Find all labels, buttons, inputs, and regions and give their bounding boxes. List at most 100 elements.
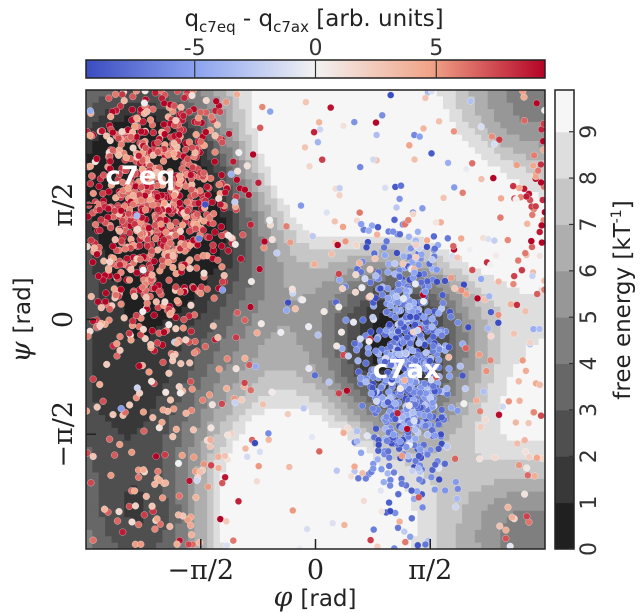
contour-cell <box>398 466 406 474</box>
contour-cell <box>423 102 431 110</box>
contour-cell <box>430 281 438 289</box>
contour-cell <box>398 192 406 199</box>
charge-colorbar-tick-label: -5 <box>184 36 206 61</box>
contour-cell <box>315 204 323 212</box>
contour-cell <box>404 102 412 110</box>
contour-cell <box>328 357 336 365</box>
contour-cell <box>423 172 431 180</box>
contour-cell <box>258 478 266 486</box>
contour-cell <box>494 466 501 474</box>
contour-cell <box>207 504 215 512</box>
contour-cell <box>455 96 463 104</box>
contour-cell <box>200 319 208 327</box>
contour-cell <box>168 383 176 391</box>
contour-cell <box>500 160 508 168</box>
contour-cell <box>462 274 470 282</box>
contour-cell <box>506 262 514 270</box>
contour-cell <box>270 338 278 346</box>
contour-cell <box>328 351 336 359</box>
contour-cell <box>455 121 463 129</box>
contour-cell <box>86 115 93 123</box>
contour-cell <box>290 376 297 384</box>
contour-cell <box>194 453 202 461</box>
contour-cell <box>443 536 450 544</box>
contour-cell <box>500 478 508 486</box>
contour-cell <box>404 121 412 129</box>
contour-cell <box>264 153 272 161</box>
contour-cell <box>500 389 508 397</box>
contour-cell <box>423 109 431 117</box>
contour-cell <box>270 211 278 219</box>
contour-cell <box>353 542 361 549</box>
contour-cell <box>207 223 215 231</box>
contour-cell <box>188 128 195 136</box>
contour-cell <box>474 370 482 378</box>
contour-cell <box>474 236 482 244</box>
contour-cell <box>270 364 278 372</box>
contour-cell <box>353 172 361 180</box>
contour-cell <box>430 96 438 104</box>
contour-cell <box>86 287 93 295</box>
contour-cell <box>143 211 151 219</box>
contour-cell <box>519 217 527 225</box>
contour-cell <box>321 217 329 225</box>
contour-cell <box>519 121 527 129</box>
contour-cell <box>296 523 304 531</box>
contour-cell <box>302 109 310 117</box>
contour-cell <box>474 459 482 467</box>
contour-cell <box>226 147 234 155</box>
contour-cell <box>162 179 170 187</box>
contour-cell <box>321 255 329 263</box>
contour-cell <box>474 313 482 321</box>
contour-cell <box>194 510 202 518</box>
contour-cell <box>143 389 151 397</box>
contour-cell <box>321 478 329 486</box>
contour-cell <box>232 357 240 365</box>
contour-cell <box>462 357 470 365</box>
contour-cell <box>379 472 387 480</box>
contour-cell <box>277 459 285 467</box>
contour-cell <box>181 440 189 448</box>
contour-cell <box>513 115 521 123</box>
contour-cell <box>360 351 368 359</box>
contour-cell <box>347 287 355 295</box>
contour-cell <box>500 376 508 384</box>
contour-cell <box>302 236 310 244</box>
contour-cell <box>347 185 355 193</box>
contour-cell <box>98 268 106 276</box>
contour-cell <box>372 504 380 512</box>
contour-cell <box>200 472 208 480</box>
contour-cell <box>494 306 501 314</box>
contour-cell <box>264 204 272 212</box>
contour-cell <box>219 357 227 365</box>
contour-cell <box>290 396 297 403</box>
contour-cell <box>277 109 285 117</box>
contour-cell <box>251 319 259 327</box>
contour-cell <box>398 396 406 403</box>
contour-cell <box>239 345 246 352</box>
contour-cell <box>105 485 113 493</box>
contour-cell <box>360 236 368 244</box>
contour-cell <box>398 542 406 549</box>
contour-cell <box>86 249 93 257</box>
contour-cell <box>213 510 221 518</box>
contour-cell <box>264 268 272 276</box>
contour-cell <box>156 498 164 505</box>
contour-cell <box>321 459 329 467</box>
contour-cell <box>519 485 527 493</box>
contour-cell <box>156 345 164 352</box>
contour-cell <box>194 364 202 372</box>
contour-cell <box>143 134 151 142</box>
contour-cell <box>124 300 132 308</box>
contour-cell <box>251 109 259 117</box>
contour-cell <box>168 217 176 225</box>
contour-cell <box>519 198 527 206</box>
contour-cell <box>341 90 348 97</box>
contour-cell <box>487 90 495 97</box>
contour-cell <box>417 517 425 525</box>
contour-cell <box>353 485 361 493</box>
contour-cell <box>270 491 278 499</box>
contour-cell <box>513 262 521 270</box>
contour-cell <box>321 325 329 333</box>
contour-cell <box>321 376 329 384</box>
